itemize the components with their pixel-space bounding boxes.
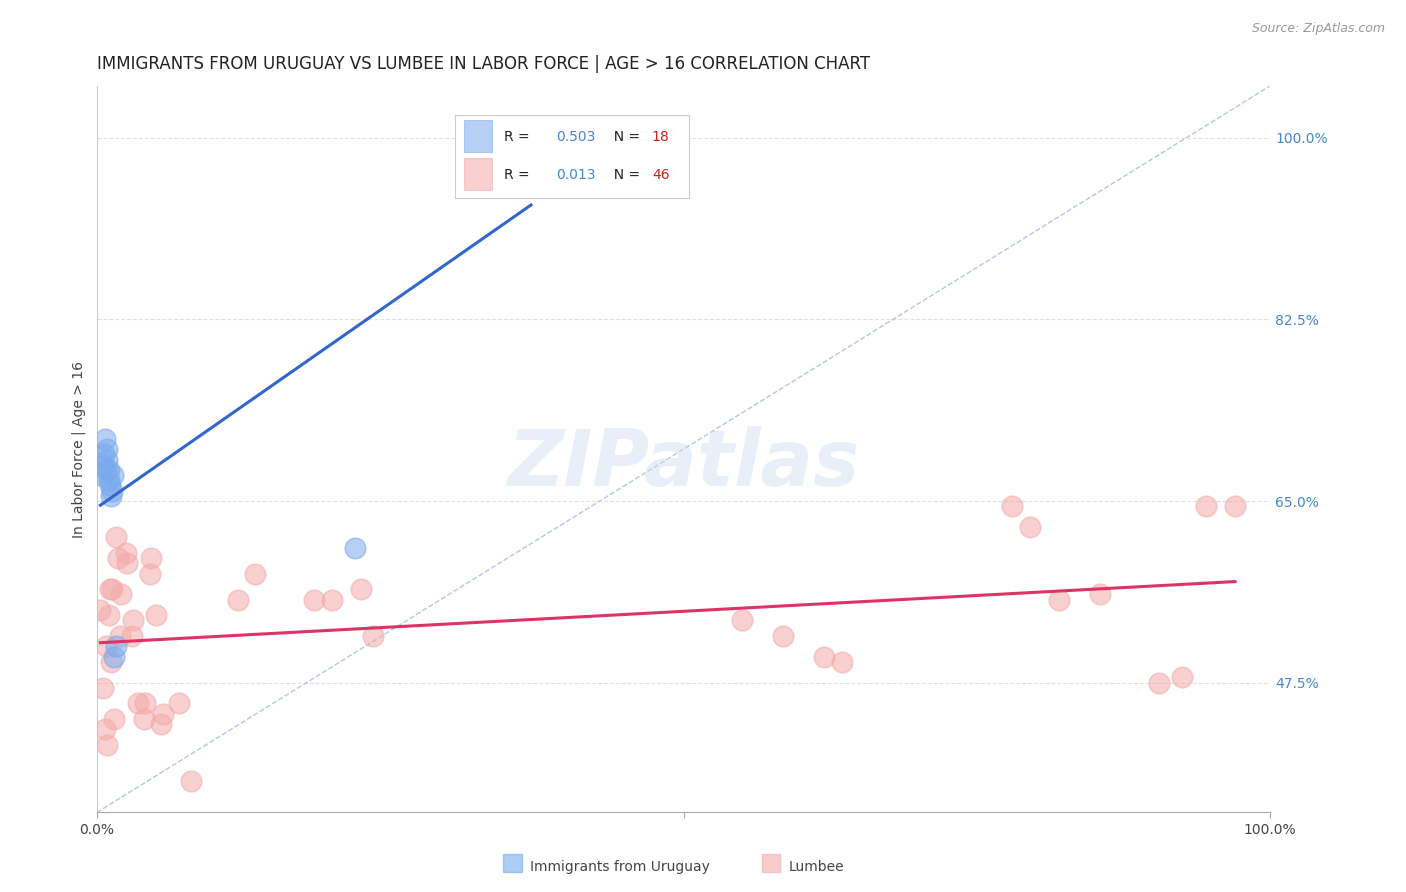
Point bbox=[1171, 671, 1194, 685]
Point bbox=[110, 587, 132, 601]
Text: Immigrants from Uruguay: Immigrants from Uruguay bbox=[530, 860, 710, 874]
Point bbox=[508, 130, 530, 145]
Point bbox=[96, 738, 118, 752]
Point bbox=[139, 551, 162, 566]
Point bbox=[132, 712, 155, 726]
Point bbox=[91, 681, 114, 695]
Point bbox=[245, 566, 267, 581]
Point bbox=[1223, 500, 1246, 514]
Point bbox=[98, 478, 121, 492]
Point bbox=[89, 603, 111, 617]
Point bbox=[772, 629, 794, 643]
Point bbox=[520, 136, 543, 150]
Point bbox=[97, 473, 120, 487]
Point bbox=[101, 483, 124, 498]
Text: ZIPatlas: ZIPatlas bbox=[508, 425, 859, 501]
Point bbox=[96, 640, 118, 654]
Point bbox=[121, 629, 143, 643]
Point bbox=[96, 452, 118, 467]
Point bbox=[813, 649, 835, 664]
Point bbox=[343, 541, 366, 555]
Y-axis label: In Labor Force | Age > 16: In Labor Force | Age > 16 bbox=[72, 360, 86, 538]
Point bbox=[97, 463, 120, 477]
Point bbox=[89, 468, 111, 483]
Point bbox=[103, 712, 125, 726]
Text: Lumbee: Lumbee bbox=[789, 860, 845, 874]
Point bbox=[152, 706, 174, 721]
Point bbox=[302, 592, 325, 607]
Point bbox=[96, 442, 118, 457]
Point bbox=[361, 629, 384, 643]
Point bbox=[100, 655, 122, 669]
Point bbox=[350, 582, 373, 597]
Point bbox=[1018, 520, 1040, 534]
Point bbox=[94, 723, 117, 737]
Point bbox=[1047, 592, 1070, 607]
Point bbox=[93, 447, 115, 461]
Point bbox=[122, 614, 145, 628]
Point bbox=[150, 717, 173, 731]
Point bbox=[117, 557, 139, 571]
Point bbox=[104, 530, 127, 544]
Point bbox=[104, 640, 127, 654]
Point bbox=[98, 582, 121, 597]
Point bbox=[100, 489, 122, 503]
Point bbox=[101, 582, 124, 597]
Point bbox=[1147, 675, 1170, 690]
Point bbox=[226, 592, 249, 607]
Point bbox=[127, 697, 149, 711]
Text: IMMIGRANTS FROM URUGUAY VS LUMBEE IN LABOR FORCE | AGE > 16 CORRELATION CHART: IMMIGRANTS FROM URUGUAY VS LUMBEE IN LAB… bbox=[97, 55, 870, 73]
Point bbox=[96, 463, 118, 477]
Point bbox=[103, 649, 125, 664]
Point bbox=[831, 655, 853, 669]
Point bbox=[97, 608, 120, 623]
Point bbox=[180, 774, 202, 789]
Point bbox=[731, 614, 754, 628]
Point bbox=[1001, 500, 1024, 514]
Point bbox=[134, 697, 156, 711]
Point bbox=[94, 432, 117, 446]
Point bbox=[138, 566, 160, 581]
Point bbox=[103, 468, 125, 483]
Point bbox=[1088, 587, 1111, 601]
Point bbox=[167, 697, 190, 711]
Point bbox=[107, 551, 129, 566]
Point bbox=[145, 608, 167, 623]
Point bbox=[115, 546, 138, 560]
Point bbox=[91, 458, 114, 472]
Text: Source: ZipAtlas.com: Source: ZipAtlas.com bbox=[1251, 22, 1385, 36]
Point bbox=[321, 592, 343, 607]
Point bbox=[110, 629, 132, 643]
Point bbox=[1195, 500, 1218, 514]
